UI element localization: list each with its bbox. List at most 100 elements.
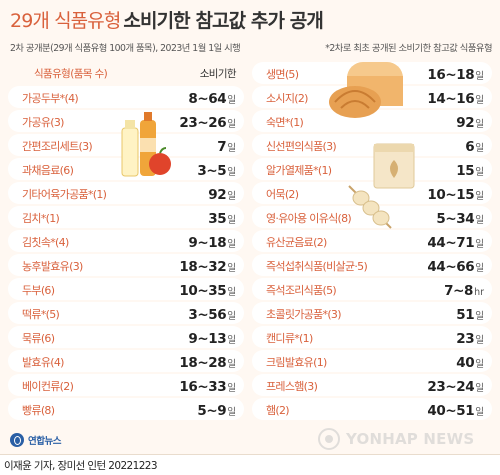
subtitle-right: *2차로 최초 공개된 소비기한 참고값 식품유형: [325, 43, 492, 54]
row-name: 김치*(1): [22, 212, 60, 225]
table-row: 크림발효유(1) 40일: [252, 350, 492, 372]
table-row: 두부(6) 10~35일: [8, 278, 244, 300]
row-name: 즉석조리식품(5): [266, 284, 337, 297]
row-value: 51일: [456, 307, 484, 323]
row-name: 김칫속*(4): [22, 236, 69, 249]
table-row: 빵류(8) 5~9일: [8, 398, 244, 420]
watermark-text: YONHAP NEWS: [346, 430, 475, 448]
row-name: 캔디류*(1): [266, 332, 313, 345]
row-name: 기타어육가공품*(1): [22, 188, 107, 201]
row-value: 10~35일: [179, 283, 236, 299]
left-column: 식품유형(품목 수) 소비기한 가공두부*(4) 8~64일 가공유(3) 23~2…: [8, 62, 244, 422]
row-name: 베이컨류(2): [22, 380, 74, 393]
row-name: 영·유아용 이유식(8): [266, 212, 352, 225]
table-row: 떡류*(5) 3~56일: [8, 302, 244, 324]
row-name: 빵류(8): [22, 404, 55, 417]
table-row: 어묵(2) 10~15일: [252, 182, 492, 204]
row-value: 7~8hr: [444, 283, 484, 299]
title-bold: 소비기한 참고값 추가 공개: [123, 10, 323, 32]
title-light: 29개 식품유형: [10, 10, 121, 32]
row-value: 92일: [208, 187, 236, 203]
row-value: 44~71일: [427, 235, 484, 251]
table-row: 유산균음료(2) 44~71일: [252, 230, 492, 252]
logo-text: 연합뉴스: [28, 436, 61, 447]
watermark: YONHAP NEWS: [318, 428, 474, 450]
watermark-logo-icon: [318, 428, 340, 450]
yonhap-logo-icon: [10, 433, 24, 447]
column-header: 식품유형(품목 수) 소비기한: [8, 62, 244, 86]
row-name: 간편조리세트(3): [22, 140, 93, 153]
table-row: 농후발효유(3) 18~32일: [8, 254, 244, 276]
credit-line: 이재윤 기자, 장미선 인턴 20221223: [4, 460, 158, 472]
row-name: 프레스햄(3): [266, 380, 318, 393]
table-row: 즉석조리식품(5) 7~8hr: [252, 278, 492, 300]
row-value: 16~18일: [427, 67, 484, 83]
row-name: 초콜릿가공품*(3): [266, 308, 342, 321]
row-name: 신선편의식품(3): [266, 140, 337, 153]
table-row: 기타어육가공품*(1) 92일: [8, 182, 244, 204]
row-name: 두부(6): [22, 284, 55, 297]
table-row: 프레스햄(3) 23~24일: [252, 374, 492, 396]
row-name: 크림발효유(1): [266, 356, 327, 369]
row-name: 어묵(2): [266, 188, 299, 201]
row-name: 과채음료(6): [22, 164, 74, 177]
table-row: 알가열제품*(1) 15일: [252, 158, 492, 180]
row-name: 소시지(2): [266, 92, 308, 105]
header-type: 식품유형(품목 수): [34, 68, 108, 80]
infographic-panel: 29개 식품유형 소비기한 참고값 추가 공개 2차 공개분(29개 식품유형 1…: [0, 0, 500, 455]
row-value: 23~24일: [427, 379, 484, 395]
row-value: 15일: [456, 163, 484, 179]
row-value: 23~26일: [179, 115, 236, 131]
page-title: 29개 식품유형 소비기한 참고값 추가 공개: [10, 6, 324, 33]
row-name: 묵류(6): [22, 332, 55, 345]
row-value: 9~13일: [188, 331, 236, 347]
table-row: 숙면*(1) 92일: [252, 110, 492, 132]
table-row: 김치*(1) 35일: [8, 206, 244, 228]
row-name: 숙면*(1): [266, 116, 304, 129]
row-name: 생면(5): [266, 68, 299, 81]
table-row: 김칫속*(4) 9~18일: [8, 230, 244, 252]
row-value: 23일: [456, 331, 484, 347]
table-row: 발효유(4) 18~28일: [8, 350, 244, 372]
row-value: 18~28일: [179, 355, 236, 371]
row-value: 5~34일: [436, 211, 484, 227]
row-name: 가공유(3): [22, 116, 64, 129]
row-value: 3~56일: [188, 307, 236, 323]
row-value: 10~15일: [427, 187, 484, 203]
row-value: 16~33일: [179, 379, 236, 395]
table-row: 가공두부*(4) 8~64일: [8, 86, 244, 108]
table-row: 묵류(6) 9~13일: [8, 326, 244, 348]
row-value: 92일: [456, 115, 484, 131]
row-value: 40~51일: [427, 403, 484, 419]
sausage-skewer-icon: [348, 185, 392, 229]
table-row: 캔디류*(1) 23일: [252, 326, 492, 348]
row-name: 즉석섭취식품(비살균·5): [266, 260, 368, 273]
row-value: 6일: [465, 139, 484, 155]
subtitle-left: 2차 공개분(29개 식품유형 100개 품목), 2023년 1월 1일 시행: [10, 43, 241, 54]
row-value: 3~5일: [197, 163, 236, 179]
row-value: 18~32일: [179, 259, 236, 275]
row-value: 40일: [456, 355, 484, 371]
table-row: 신선편의식품(3) 6일: [252, 134, 492, 156]
row-value: 35일: [208, 211, 236, 227]
row-value: 7일: [217, 139, 236, 155]
table-row: 초콜릿가공품*(3) 51일: [252, 302, 492, 324]
drinks-icon: [121, 112, 171, 177]
row-value: 8~64일: [188, 91, 236, 107]
table-row: 햄(2) 40~51일: [252, 398, 492, 420]
row-value: 5~9일: [197, 403, 236, 419]
row-name: 가공두부*(4): [22, 92, 79, 105]
yonhap-logo: 연합뉴스: [10, 433, 61, 447]
row-name: 떡류*(5): [22, 308, 60, 321]
row-name: 알가열제품*(1): [266, 164, 332, 177]
table-row: 베이컨류(2) 16~33일: [8, 374, 244, 396]
table-row: 즉석섭취식품(비살균·5) 44~66일: [252, 254, 492, 276]
row-name: 발효유(4): [22, 356, 64, 369]
row-name: 햄(2): [266, 404, 290, 417]
table-row: 영·유아용 이유식(8) 5~34일: [252, 206, 492, 228]
right-column: 생면(5) 16~18일 소시지(2) 14~16일 숙면*(1) 92일 신선편의식…: [252, 62, 492, 422]
header-period: 소비기한: [199, 68, 237, 80]
row-value: 9~18일: [188, 235, 236, 251]
powder-bag-icon: [373, 143, 415, 189]
row-value: 44~66일: [427, 259, 484, 275]
